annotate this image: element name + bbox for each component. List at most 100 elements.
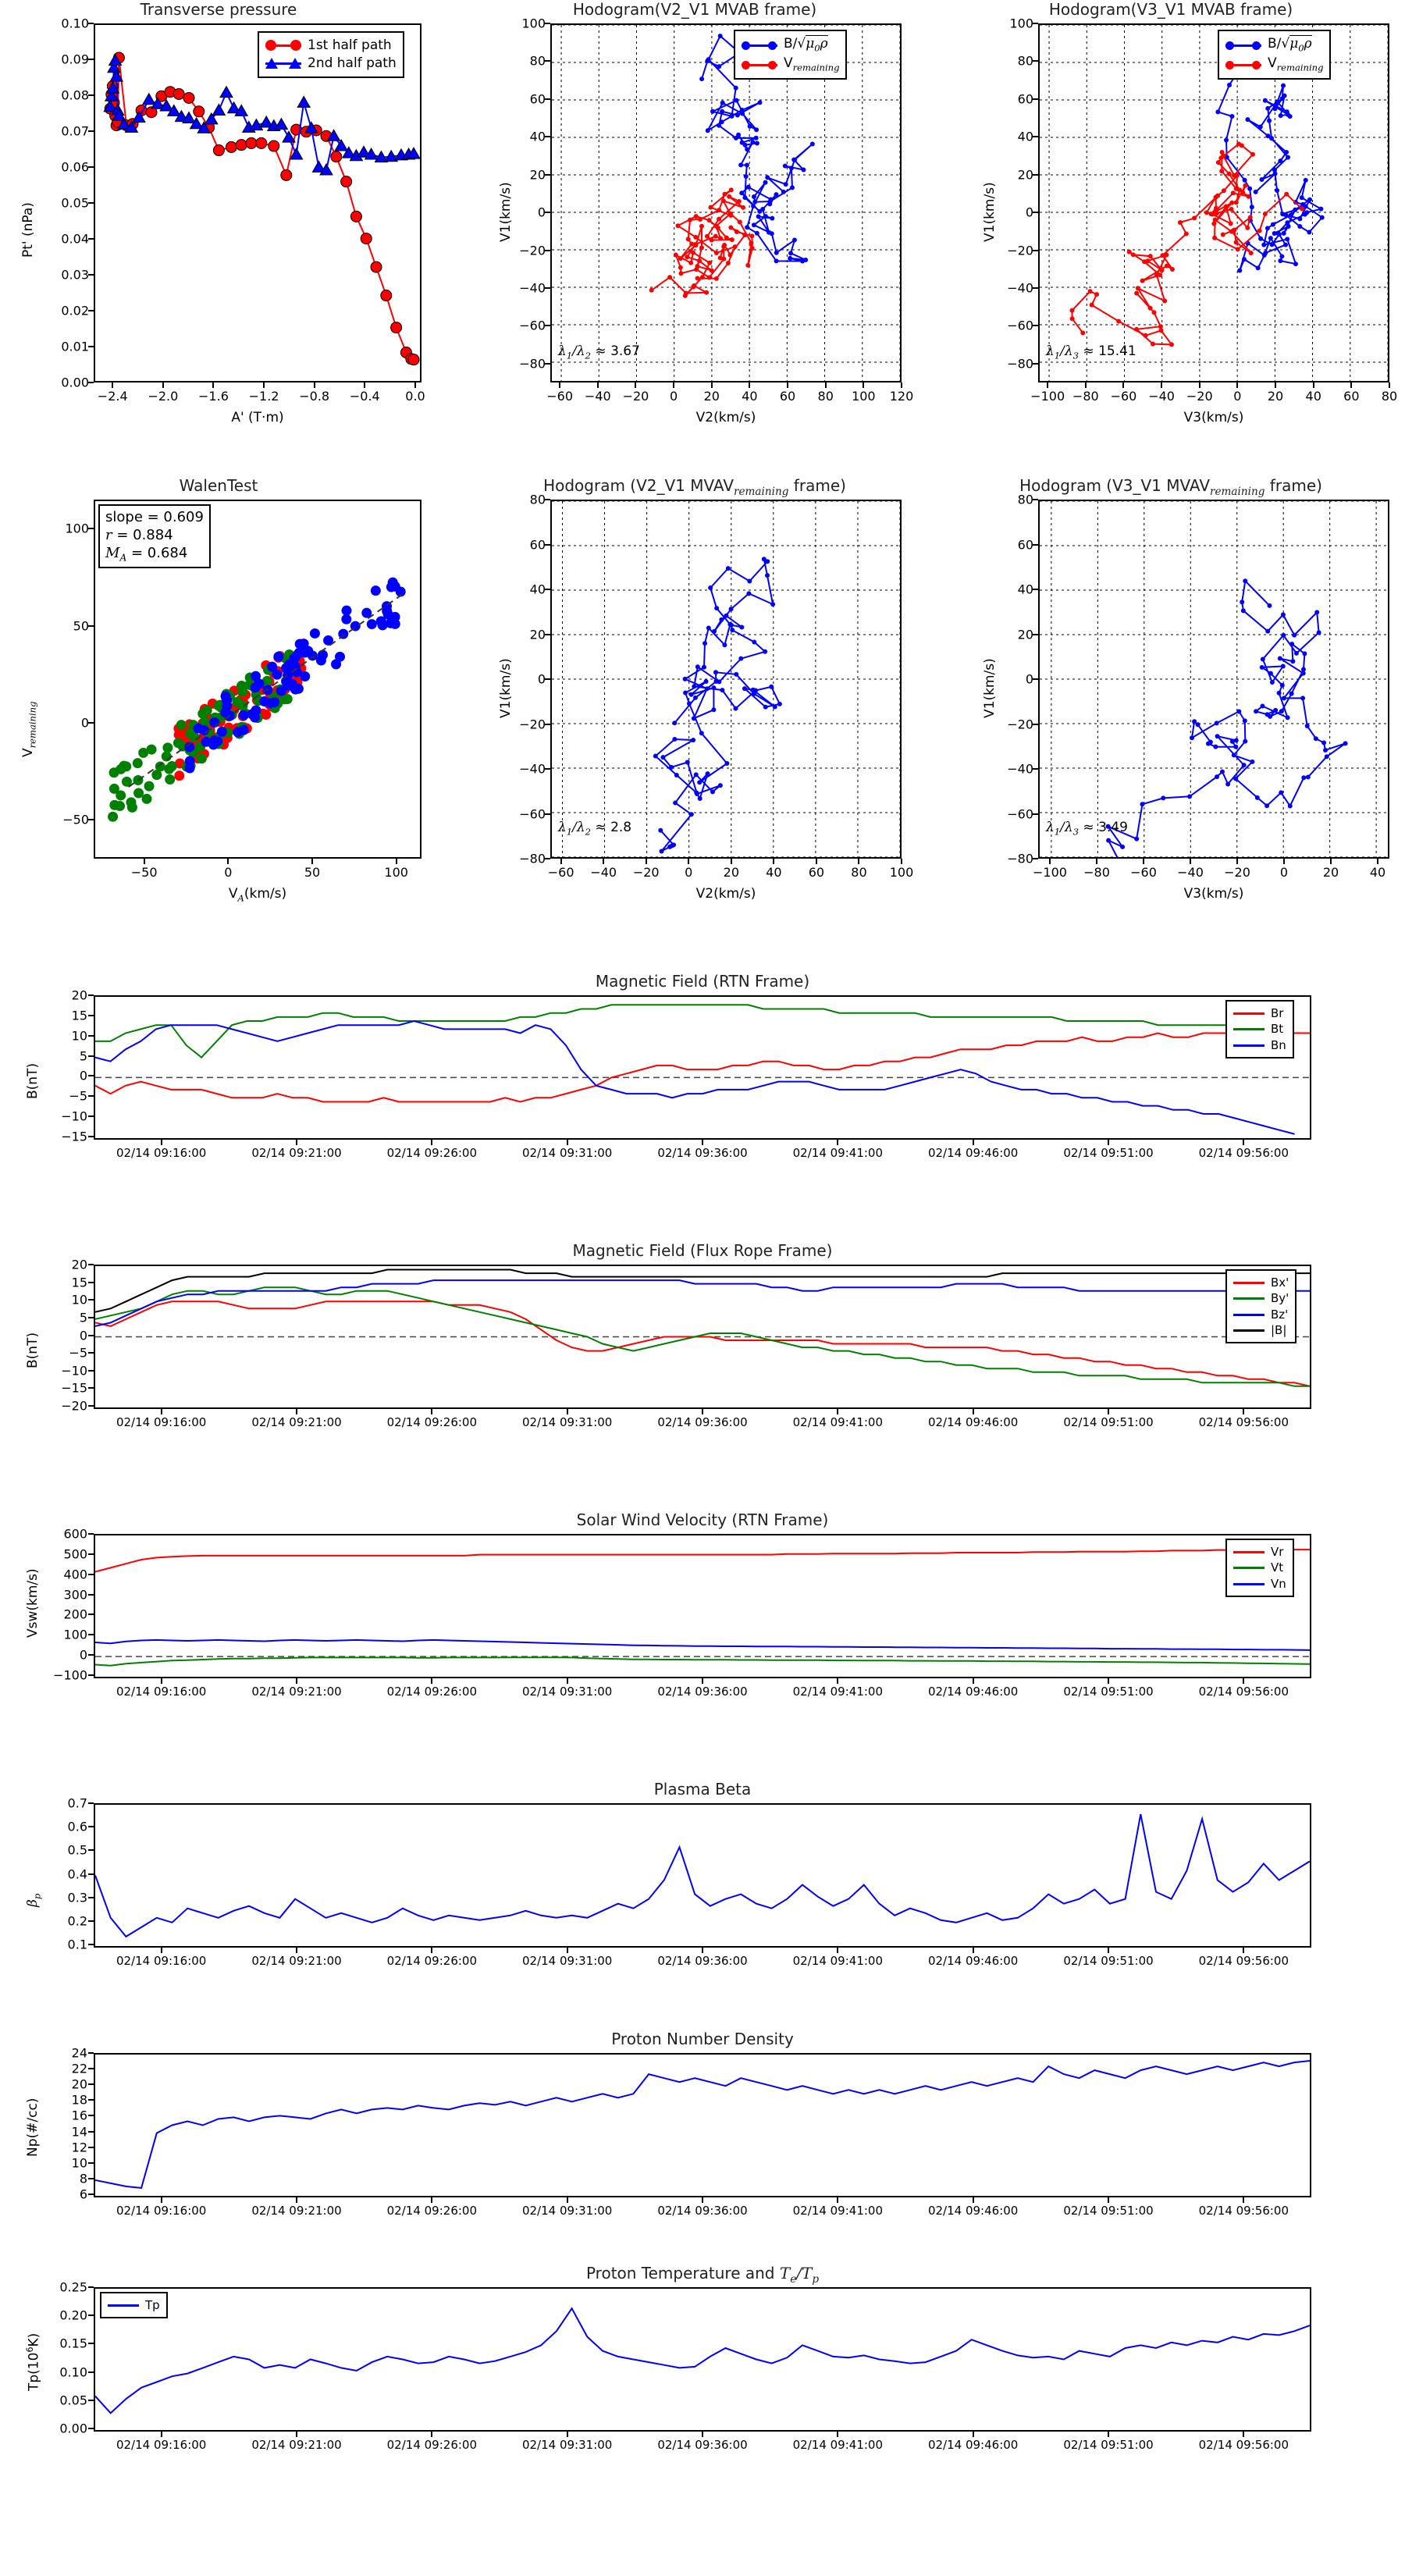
time-tick-label: 02/14 09:56:00 [1198, 1146, 1289, 1160]
legend-label-vn: Vn [1271, 1576, 1286, 1591]
x-tick-mark [1350, 382, 1353, 388]
x-tick-label: −2.0 [148, 389, 179, 404]
x-tick-mark [837, 1948, 839, 1953]
y-tick-mark [88, 2052, 94, 2054]
time-tick-label: 02/14 09:56:00 [1198, 2204, 1289, 2218]
y-tick-mark [88, 1369, 94, 1372]
y-tick-label: 16 [71, 2108, 87, 2123]
legend-label-br: Br [1271, 1006, 1284, 1020]
y-tick-mark [545, 362, 550, 365]
y-tick-mark [88, 2194, 94, 2195]
x-tick-mark [702, 1948, 703, 1953]
y-tick-label: 0 [80, 715, 89, 731]
y-tick-mark [88, 346, 94, 347]
y-tick-mark [88, 2286, 94, 2288]
y-tick-mark [1033, 136, 1038, 138]
legend-label-b: |B| [1271, 1322, 1287, 1337]
x-tick-mark [296, 1948, 297, 1953]
x-tick-label: 60 [1343, 389, 1360, 404]
time-tick-label: 02/14 09:26:00 [386, 1685, 478, 1699]
axis-label-y-walen-test: Vremaining [20, 701, 38, 757]
y-tick-label: 20 [1017, 627, 1033, 642]
x-tick-mark [1047, 382, 1049, 388]
x-tick-label: 20 [1267, 389, 1284, 404]
y-tick-label: −80 [519, 356, 546, 372]
y-tick-mark [545, 98, 550, 100]
x-tick-mark [702, 1140, 703, 1145]
y-tick-mark [88, 2314, 94, 2317]
y-tick-label: −80 [519, 851, 546, 866]
panel-title-solar_wind_velocity: Solar Wind Velocity (RTN Frame) [576, 1510, 829, 1529]
y-tick-label: −20 [1007, 243, 1033, 258]
y-tick-mark [88, 1873, 94, 1875]
y-tick-label: 0.08 [61, 87, 89, 103]
time-tick-label: 02/14 09:31:00 [521, 1146, 613, 1160]
page-title: Transverse pressure [140, 0, 297, 19]
x-tick-mark [837, 1140, 839, 1145]
y-tick-label: −20 [61, 1398, 87, 1414]
legend-marker-tp [108, 2300, 139, 2311]
x-tick-mark [162, 382, 164, 388]
time-tick-label: 02/14 09:36:00 [657, 1146, 748, 1160]
x-tick-mark [837, 1678, 839, 1684]
y-tick-label: −50 [62, 812, 89, 827]
y-tick-label: −20 [519, 243, 546, 258]
y-tick-label: 600 [63, 1526, 87, 1542]
y-tick-mark [88, 1334, 94, 1336]
y-tick-mark [88, 1115, 94, 1118]
legend-label-v-remaining: Vremaining [784, 55, 840, 73]
time-tick-label: 02/14 09:41:00 [792, 2438, 884, 2452]
time-tick-label: 02/14 09:46:00 [927, 2204, 1019, 2218]
x-tick-mark [566, 2197, 568, 2203]
y-tick-mark [88, 2177, 94, 2179]
x-tick-mark [702, 1678, 703, 1684]
plot-area-plasma_beta [94, 1803, 1311, 1948]
walen-test-data [108, 577, 406, 822]
x-tick-mark [143, 859, 145, 864]
y-tick-mark [1033, 60, 1038, 62]
y-tick-mark [88, 1573, 94, 1575]
y-tick-label: 0 [1025, 671, 1033, 687]
x-tick-mark [1108, 1409, 1109, 1414]
y-tick-label: 60 [1017, 91, 1033, 107]
axis-label-y-mag_rtn: B(nT) [25, 1062, 41, 1099]
x-tick-label: −1.2 [248, 389, 279, 404]
y-tick-mark [88, 1614, 94, 1616]
y-tick-mark [88, 819, 94, 821]
x-tick-mark [566, 1678, 568, 1684]
x-tick-mark [702, 2432, 703, 2437]
panel-title-hodogram-v2v1-mvav: Hodogram (V2_V1 MVAVremaining frame) [543, 476, 846, 498]
y-tick-mark [545, 633, 550, 635]
panel-title-walen-test: WalenTest [179, 476, 258, 495]
y-tick-label: 0.2 [67, 1913, 87, 1929]
time-tick-label: 02/14 09:31:00 [521, 2204, 613, 2218]
panel-title-mag_fluxrope: Magnetic Field (Flux Rope Frame) [572, 1241, 833, 1260]
y-tick-mark [88, 1593, 94, 1596]
y-tick-mark [88, 59, 94, 60]
x-tick-mark [566, 1140, 568, 1145]
y-tick-label: 0.15 [59, 2336, 87, 2351]
y-tick-mark [88, 1136, 94, 1137]
time-tick-label: 02/14 09:21:00 [251, 2438, 342, 2452]
y-tick-label: 0 [537, 671, 546, 687]
panel-title-plasma_beta: Plasma Beta [653, 1780, 752, 1799]
y-tick-mark [545, 325, 550, 327]
y-tick-mark [545, 136, 550, 138]
x-tick-mark [858, 859, 860, 864]
y-tick-mark [88, 2371, 94, 2373]
y-tick-label: −40 [1007, 761, 1033, 777]
y-tick-label: 300 [63, 1587, 87, 1603]
y-tick-mark [88, 1075, 94, 1077]
x-tick-mark [1122, 382, 1125, 388]
legend-label-tp: Tp [145, 2298, 160, 2312]
time-tick-label: 02/14 09:26:00 [386, 1954, 478, 1968]
y-tick-label: 80 [529, 492, 546, 507]
y-tick-mark [545, 499, 550, 500]
y-tick-mark [88, 1034, 94, 1037]
x-tick-mark [160, 1948, 162, 1953]
plot-area-mag_fluxrope [94, 1265, 1311, 1409]
time-tick-label: 02/14 09:51:00 [1063, 1146, 1154, 1160]
panel-title-proton_temperature: Proton Temperature and Te/Tp [585, 2264, 820, 2286]
x-tick-mark [773, 859, 775, 864]
x-tick-mark [1096, 859, 1097, 864]
